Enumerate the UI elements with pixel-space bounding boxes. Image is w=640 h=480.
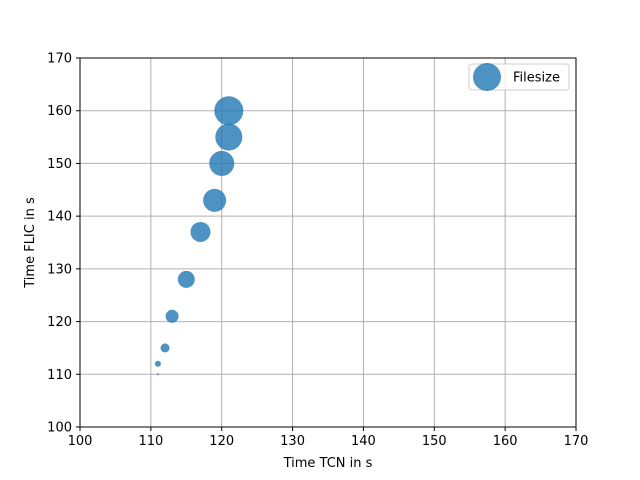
data-points — [154, 96, 244, 376]
data-point — [214, 96, 244, 126]
data-point — [154, 360, 161, 367]
data-point — [203, 188, 227, 212]
y-tick-label: 170 — [47, 52, 72, 67]
x-axis-label: Time TCN in s — [283, 456, 373, 471]
data-point — [209, 150, 235, 176]
legend-entry-filesize: Filesize — [513, 71, 560, 86]
data-point — [215, 123, 243, 151]
y-tick-label: 130 — [47, 262, 72, 277]
data-point — [165, 309, 179, 323]
data-point — [156, 373, 159, 376]
plot-frame — [79, 57, 577, 428]
y-axis-label: Time FLIC in s — [23, 197, 38, 289]
x-ticks: 100 110 120 130 140 150 160 170 — [68, 427, 589, 449]
data-point — [177, 270, 195, 288]
y-tick-label: 140 — [47, 210, 72, 225]
y-ticks: 100 110 120 130 140 150 160 170 — [47, 52, 80, 436]
legend: Filesize — [468, 63, 570, 91]
x-tick-label: 150 — [422, 434, 447, 449]
x-tick-label: 120 — [209, 434, 234, 449]
y-tick-label: 100 — [47, 421, 72, 436]
x-tick-label: 160 — [493, 434, 518, 449]
y-tick-label: 120 — [47, 315, 72, 330]
y-tick-label: 150 — [47, 157, 72, 172]
y-tick-label: 160 — [47, 104, 72, 119]
x-tick-label: 100 — [68, 434, 93, 449]
x-tick-label: 170 — [564, 434, 589, 449]
data-point — [160, 343, 170, 353]
data-point — [190, 221, 211, 242]
x-tick-label: 110 — [138, 434, 163, 449]
y-tick-label: 110 — [47, 368, 72, 383]
x-tick-label: 140 — [351, 434, 376, 449]
legend-marker — [473, 63, 501, 91]
x-tick-label: 130 — [280, 434, 305, 449]
